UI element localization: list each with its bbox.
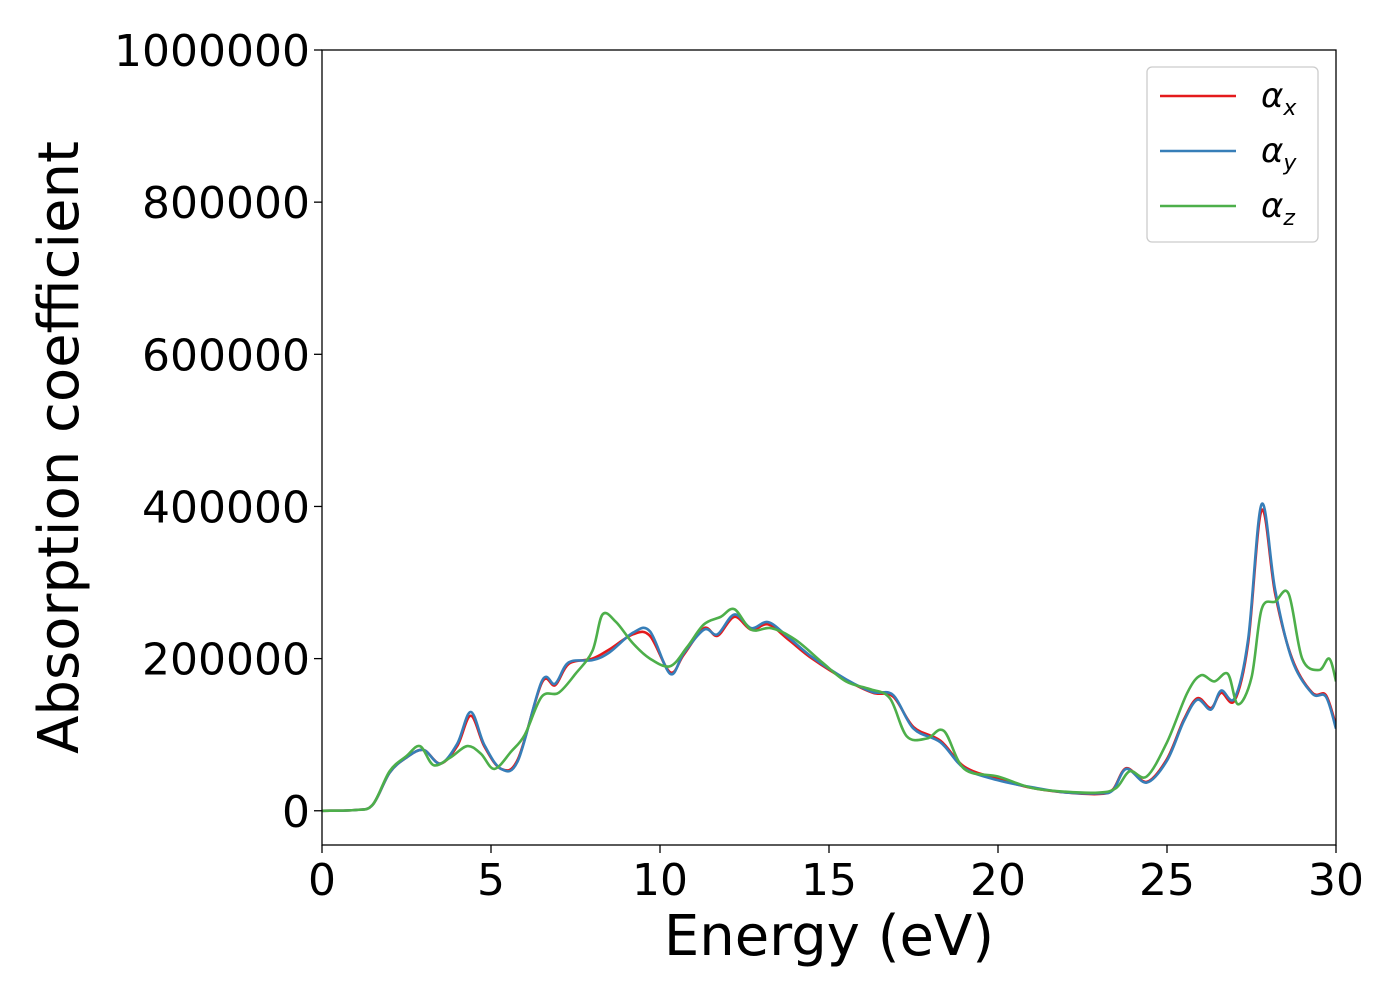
y-tick-label: 800000 bbox=[142, 178, 310, 229]
x-tick-label: 10 bbox=[632, 855, 688, 906]
series-layer bbox=[322, 502, 1336, 813]
series-line-x bbox=[322, 508, 1336, 813]
legend-label-y: αy bbox=[1261, 131, 1297, 176]
ticks-layer: 0 5 10 15 20 25 30 0 200000 400000 600000 800000 100… bbox=[114, 26, 1364, 906]
x-tick-label: 25 bbox=[1139, 855, 1195, 906]
series-line-z bbox=[322, 589, 1336, 813]
x-tick-label: 5 bbox=[477, 855, 505, 906]
y-tick-label: 200000 bbox=[142, 635, 310, 686]
legend: αx αy αz bbox=[1146, 66, 1319, 243]
legend-label-x: αx bbox=[1261, 76, 1297, 121]
y-axis-label: Absorption coefficient bbox=[27, 141, 92, 754]
series-line-y bbox=[322, 502, 1336, 813]
x-tick-label: 15 bbox=[801, 855, 857, 906]
x-tick-label: 20 bbox=[970, 855, 1026, 906]
x-axis-label: Energy (eV) bbox=[664, 904, 994, 969]
x-tick-label: 0 bbox=[308, 855, 336, 906]
y-tick-label: 600000 bbox=[142, 330, 310, 381]
y-tick-label: 0 bbox=[282, 787, 310, 838]
x-tick-label: 30 bbox=[1308, 855, 1364, 906]
legend-box bbox=[1146, 66, 1319, 243]
y-tick-label: 1000000 bbox=[114, 26, 310, 77]
y-tick-label: 400000 bbox=[142, 482, 310, 533]
legend-label-z: αz bbox=[1261, 186, 1295, 231]
